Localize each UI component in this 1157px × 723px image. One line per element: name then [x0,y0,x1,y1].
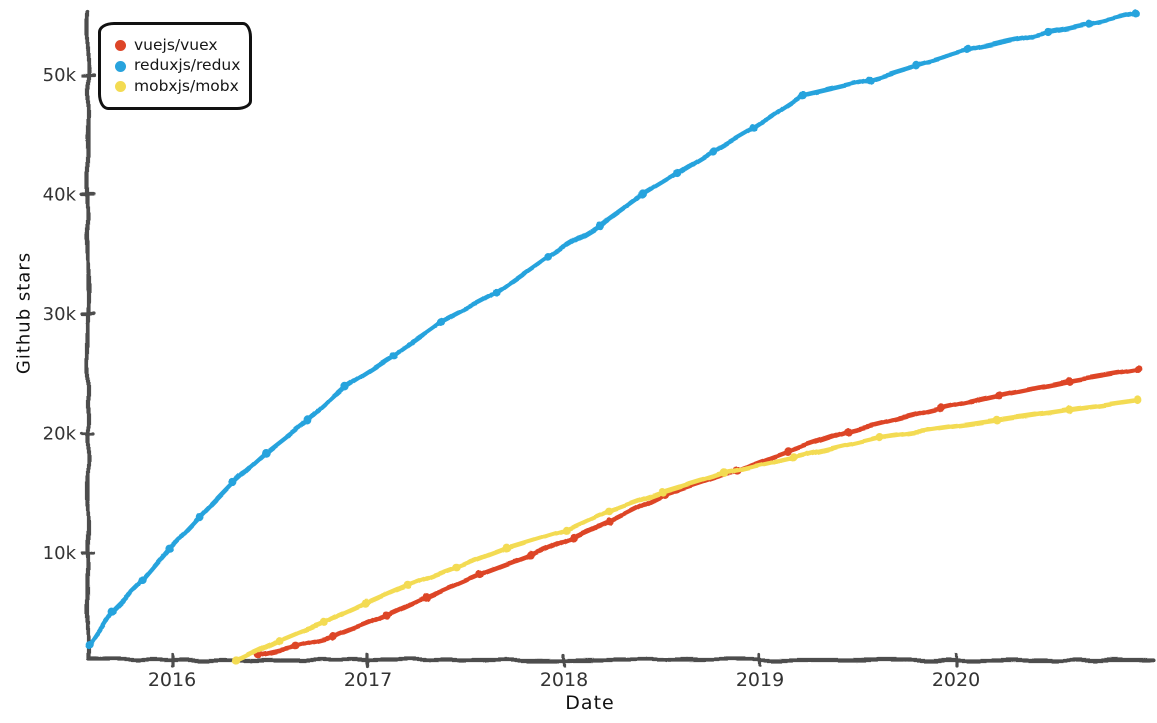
data-point [232,656,241,665]
x-tick-label: 2019 [736,669,784,691]
data-point [340,382,349,391]
x-tick-label: 2020 [932,669,980,691]
data-point [262,448,271,457]
data-point [318,618,327,627]
x-tick-label: 2017 [344,669,392,691]
data-point [361,599,371,608]
legend-color-dot-icon [115,60,126,72]
data-point [195,513,204,522]
legend-label: vuejs/vuex [134,35,218,54]
data-point [436,318,445,327]
data-point [452,563,461,572]
data-point [85,640,94,650]
data-point [1132,8,1141,17]
legend-item-vuejs-vuex: vuejs/vuex [115,35,241,54]
data-point [291,642,300,651]
x-tick-label: 2018 [540,669,588,691]
data-point [383,611,392,620]
x-tick-label: 2016 [148,669,196,691]
data-point [720,468,729,477]
x-axis-title: Date [565,692,615,714]
legend: vuejs/vuex reduxjs/redux mobxjs/mobx [98,22,252,110]
legend-item-mobxjs-mobx: mobxjs/mobx [115,76,241,95]
series-line-mobxjs-mobx [234,397,1141,663]
data-point [783,447,792,456]
data-point [595,221,604,230]
series-reduxjs-redux [85,8,1141,650]
data-point [561,526,571,535]
data-point [638,190,647,199]
data-point [475,570,484,579]
data-point [107,607,116,616]
data-point [165,544,175,553]
data-point [875,433,884,442]
legend-label: reduxjs/redux [134,56,241,75]
data-point [963,45,972,55]
data-point [865,75,874,84]
data-point [912,61,921,70]
series-vuejs-vuex [254,364,1143,659]
data-point [993,416,1002,425]
legend-color-dot-icon [115,40,126,51]
data-point [493,288,502,297]
tick-labels: 2016 2017 2018 2019 2020 10k 20k 30k 40k 50k [43,65,981,691]
data-point [228,478,237,487]
data-point [389,351,398,360]
data-point [936,404,945,413]
data-point [1134,395,1143,405]
axes [80,9,1156,668]
y-axis-title: Github stars [13,251,35,375]
data-point [403,581,412,590]
data-point [526,551,535,560]
series-line-vuejs-vuex [255,366,1141,657]
series-mobxjs-mobx [232,395,1143,665]
data-point [422,593,431,602]
data-point [1134,364,1143,374]
data-point [138,576,147,585]
data-point [789,453,798,462]
data-point [1085,19,1094,28]
y-tick-label: 20k [43,424,77,445]
y-tick-label: 30k [43,304,77,325]
data-point [1044,27,1053,37]
legend-item-reduxjs-redux: reduxjs/redux [115,58,241,74]
data-point [605,507,614,516]
data-point [503,544,512,553]
data-point [605,517,614,527]
data-point [708,147,718,156]
data-point [750,123,759,132]
legend-color-dot-icon [115,81,126,92]
data-point [328,632,337,641]
y-tick-label: 10k [43,543,77,564]
data-point [275,636,284,645]
data-point [995,391,1004,400]
data-point [1065,376,1074,385]
data-point [799,91,808,100]
data-point [657,488,667,497]
data-point [844,427,853,436]
data-point [1065,405,1074,414]
data-point [673,168,682,178]
legend-label: mobxjs/mobx [134,76,239,95]
data-point [569,533,578,542]
data-point [544,252,553,261]
data-point [303,416,312,425]
axis-lines [85,9,1156,663]
y-tick-label: 40k [43,185,77,206]
y-tick-label: 50k [43,65,77,86]
